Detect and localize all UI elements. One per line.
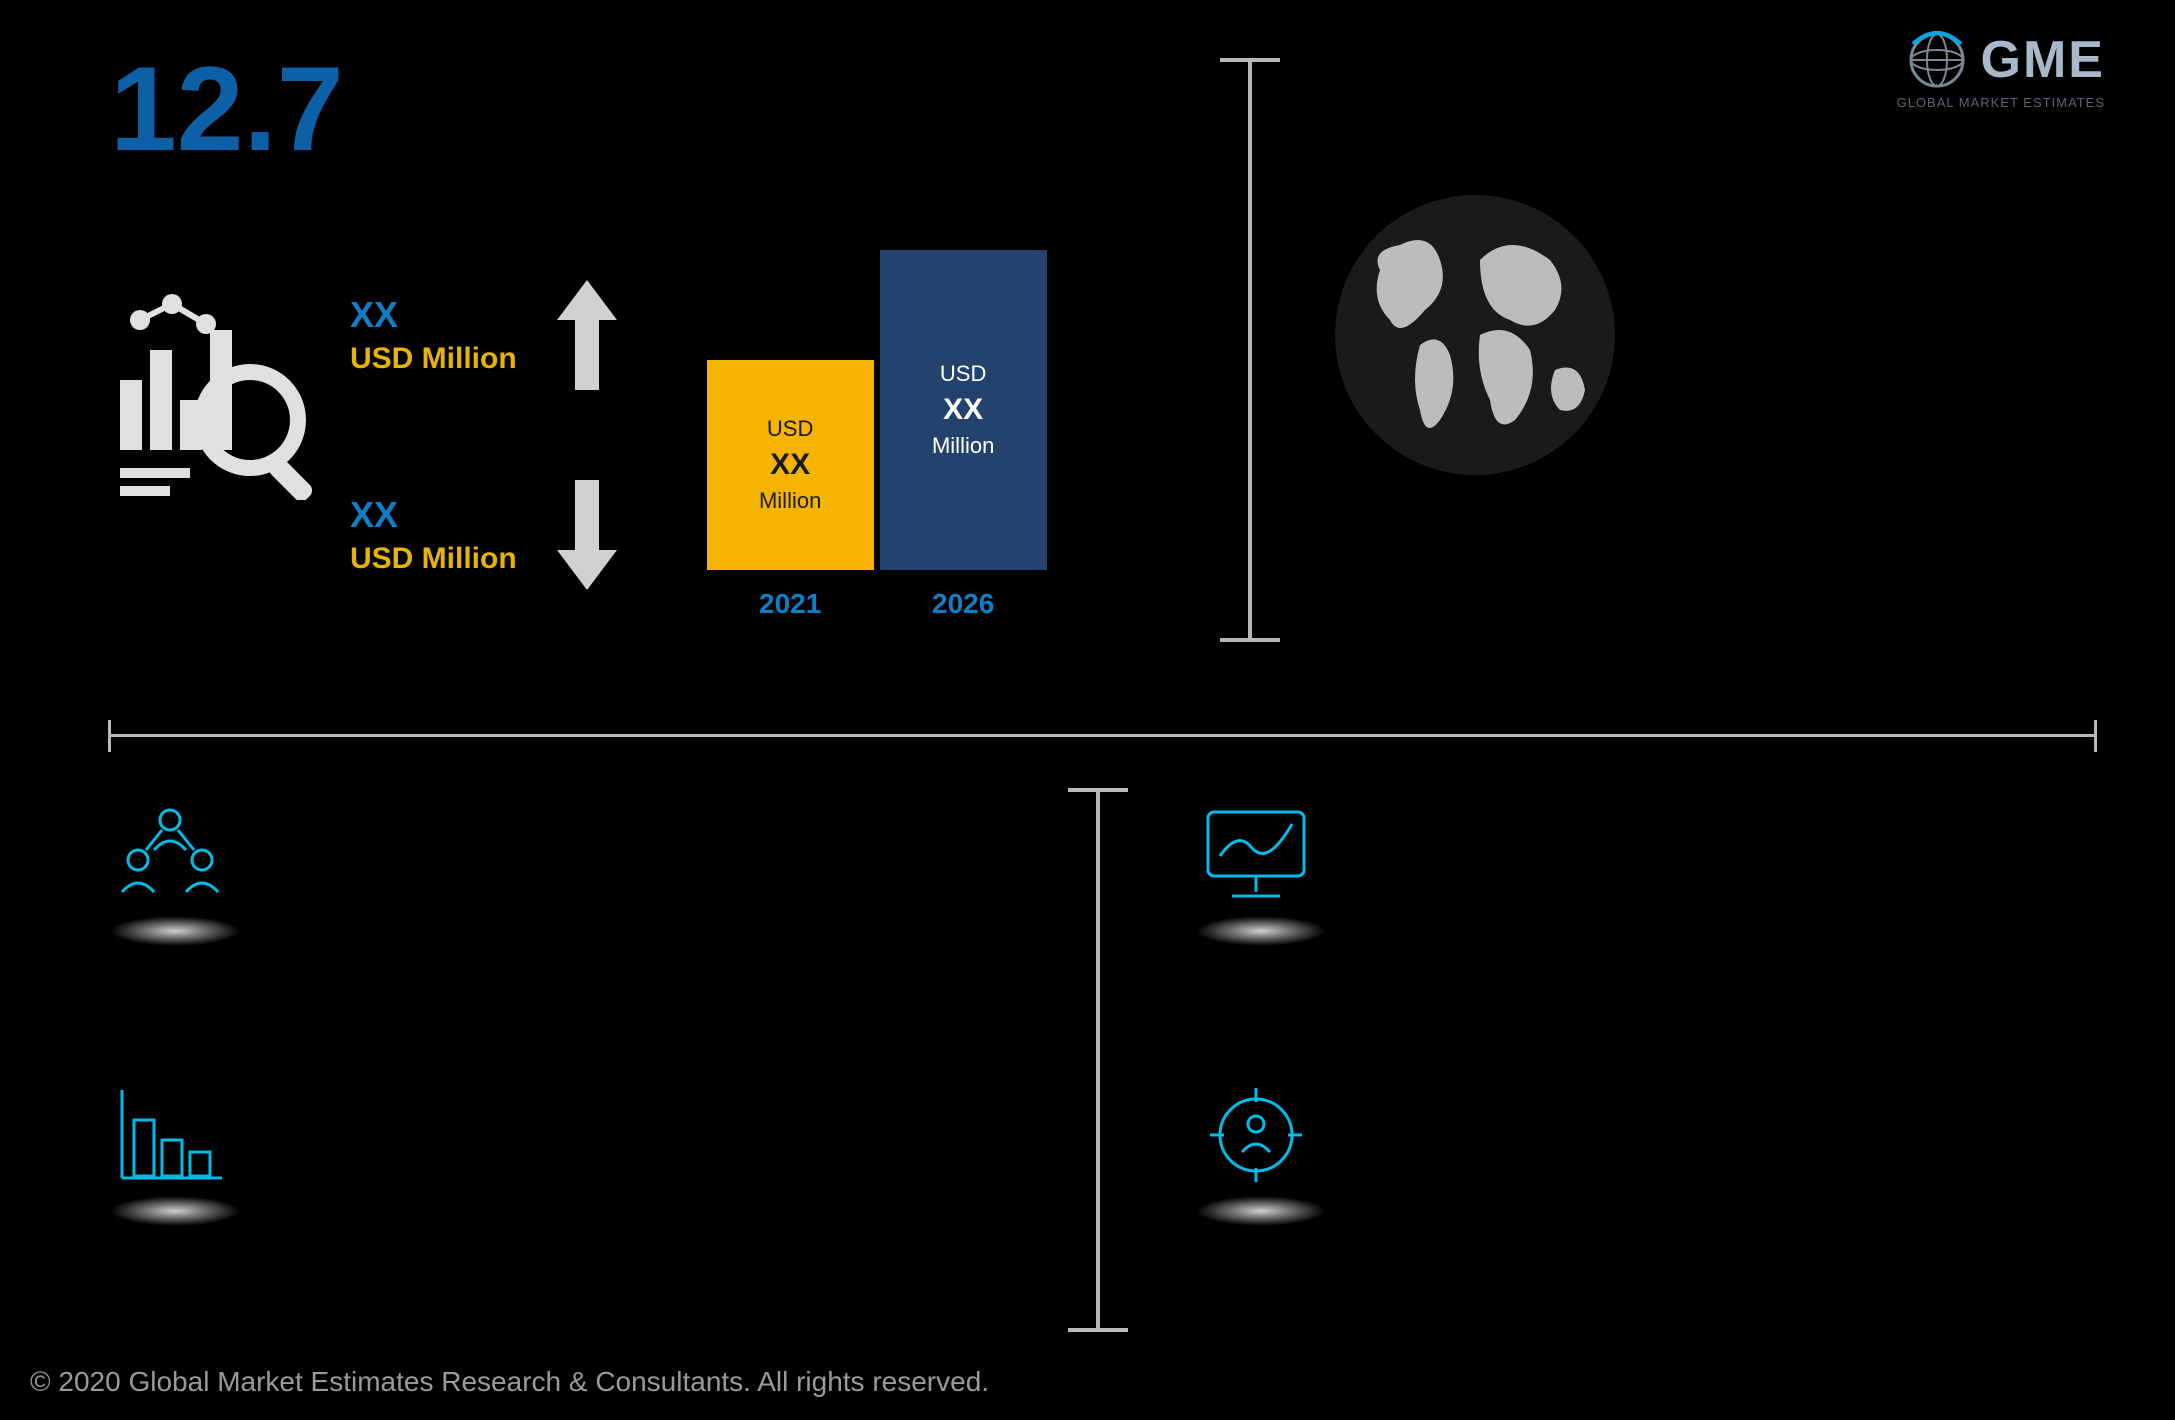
bar-2026-line3: Million	[932, 433, 994, 459]
arrow-up-icon	[557, 280, 617, 390]
monitor-trend-icon	[1196, 800, 1316, 910]
bar-chart-icon	[110, 1080, 230, 1190]
bar-2021-line1: USD	[767, 416, 813, 442]
icon-shadow	[110, 1196, 240, 1226]
bar-2021: USD XX Million 2021	[707, 360, 874, 620]
headline-number: 12.7	[110, 40, 344, 178]
bar-2021-value: XX	[770, 448, 810, 482]
metric-up: XX USD Million	[350, 280, 617, 390]
logo-text: GME	[1981, 30, 2105, 90]
brand-logo: GME	[1907, 30, 2105, 90]
arrow-down-icon	[557, 480, 617, 590]
metric-down: XX USD Million	[350, 480, 617, 590]
metric-down-value: XX	[350, 494, 517, 536]
bar-2026-value: XX	[943, 393, 983, 427]
world-globe-icon	[1330, 190, 1620, 480]
quadrant-people	[110, 800, 999, 946]
lower-section	[110, 790, 2085, 1330]
quadrant-bars	[110, 1080, 999, 1226]
people-network-icon	[110, 800, 230, 910]
copyright-footer: © 2020 Global Market Estimates Research …	[30, 1366, 989, 1398]
globe-wire-icon	[1907, 30, 1967, 90]
analytics-icon	[110, 290, 320, 500]
bar-2021-label: 2021	[759, 588, 821, 620]
logo-subtext: GLOBAL MARKET ESTIMATES	[1897, 95, 2105, 110]
horizontal-divider	[110, 720, 2095, 752]
bar-2026-label: 2026	[932, 588, 994, 620]
quadrant-monitor	[1196, 800, 2085, 946]
icon-shadow	[1196, 1196, 1326, 1226]
bar-2026-line1: USD	[940, 361, 986, 387]
bar-2026: USD XX Million 2026	[880, 250, 1047, 620]
metric-down-unit: USD Million	[350, 542, 517, 576]
vertical-divider-lower	[1068, 790, 1128, 1330]
metrics-column: XX USD Million XX USD Million	[350, 280, 617, 590]
bar-2021-line3: Million	[759, 488, 821, 514]
upper-section: XX USD Million XX USD Million	[110, 240, 2105, 660]
target-person-icon	[1196, 1080, 1316, 1190]
infographic-container: 12.7 GME GLOBAL MARKET ESTIMATES	[0, 0, 2175, 1420]
quadrant-target	[1196, 1080, 2085, 1226]
icon-shadow	[1196, 916, 1326, 946]
icon-shadow	[110, 916, 240, 946]
bar-chart: USD XX Million 2021 USD XX Million 2026	[707, 240, 1047, 620]
metric-up-unit: USD Million	[350, 342, 517, 376]
metric-up-value: XX	[350, 294, 517, 336]
